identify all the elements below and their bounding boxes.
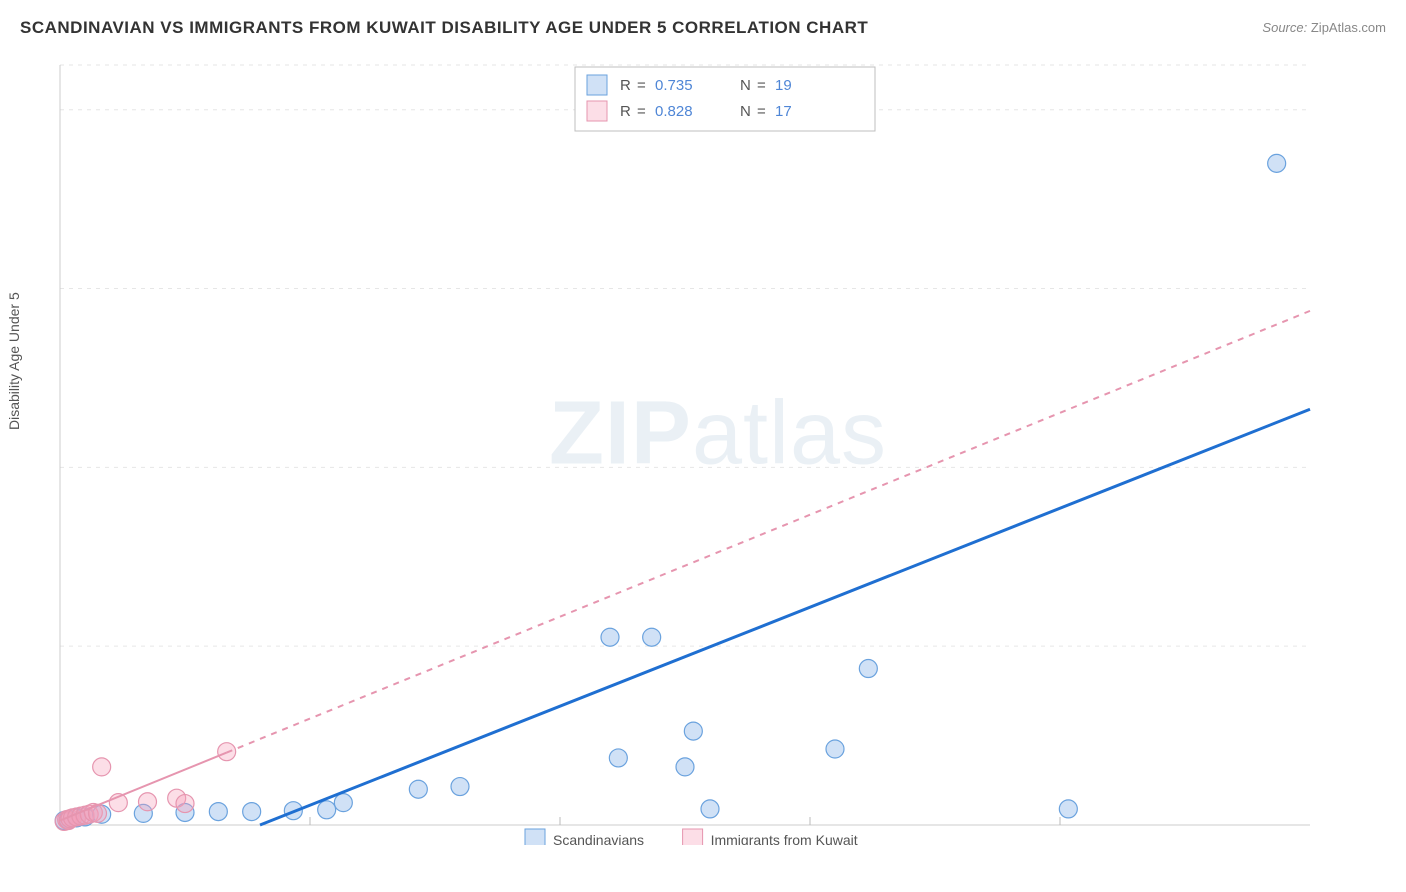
svg-text:=: = xyxy=(757,103,766,120)
svg-text:=: = xyxy=(757,77,766,94)
chart-svg: R = 0.735 N = 19 R = 0.828 N = 17 Scandinavians Immig… xyxy=(50,55,1386,845)
source-value: ZipAtlas.com xyxy=(1311,20,1386,35)
y-axis-label: Disability Age Under 5 xyxy=(6,292,22,430)
chart-source: Source: ZipAtlas.com xyxy=(1262,20,1386,35)
svg-text:=: = xyxy=(637,77,646,94)
svg-text:R: R xyxy=(620,103,631,120)
svg-text:19: 19 xyxy=(775,77,792,94)
chart-plot-area: R = 0.735 N = 19 R = 0.828 N = 17 Scandinavians Immig… xyxy=(50,55,1386,845)
svg-text:Scandinavians: Scandinavians xyxy=(553,832,644,845)
svg-text:0.735: 0.735 xyxy=(655,77,693,94)
svg-text:R: R xyxy=(620,77,631,94)
svg-text:N: N xyxy=(740,103,751,120)
svg-text:17: 17 xyxy=(775,103,792,120)
chart-title: SCANDINAVIAN VS IMMIGRANTS FROM KUWAIT D… xyxy=(20,18,868,38)
svg-text:Immigrants from Kuwait: Immigrants from Kuwait xyxy=(711,832,858,845)
svg-text:N: N xyxy=(740,77,751,94)
svg-text:=: = xyxy=(637,103,646,120)
source-label: Source: xyxy=(1262,20,1307,35)
svg-text:0.828: 0.828 xyxy=(655,103,693,120)
